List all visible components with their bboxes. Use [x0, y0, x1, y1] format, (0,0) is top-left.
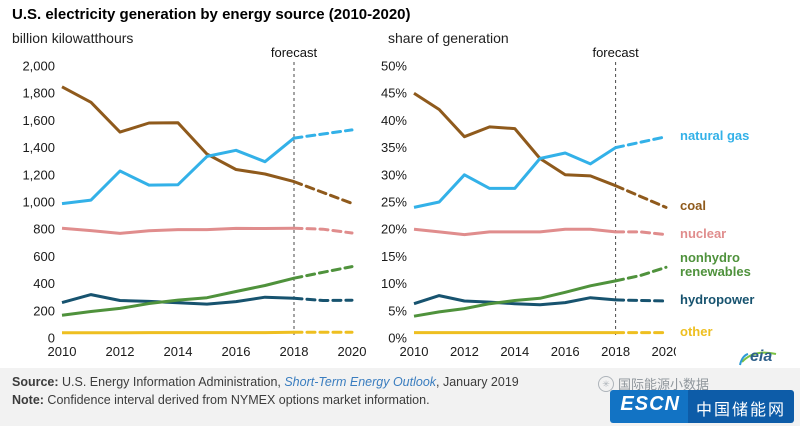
right-chart-subtitle: share of generation: [388, 30, 509, 46]
legend-coal: coal: [680, 198, 707, 213]
svg-text:forecast: forecast: [271, 45, 318, 60]
svg-text:40%: 40%: [381, 113, 407, 128]
svg-text:200: 200: [33, 303, 55, 318]
svg-text:2010: 2010: [400, 344, 429, 359]
footer: Source: U.S. Energy Information Administ…: [0, 368, 800, 426]
escn-logo: ESCN 中国储能网: [610, 390, 794, 423]
svg-text:2020: 2020: [652, 344, 676, 359]
svg-text:20%: 20%: [381, 222, 407, 237]
legend-other: other: [680, 324, 713, 339]
watermark-text: 国际能源小数据: [618, 377, 710, 392]
svg-text:2014: 2014: [500, 344, 529, 359]
source-text: U.S. Energy Information Administration,: [58, 375, 285, 389]
legend-nonhydro-renewables: nonhydro renewables: [680, 250, 751, 280]
generation-share-chart: 0% 5% 10% 15% 20% 25% 30% 35% 40% 45% 50% 2010 2012 2…: [381, 45, 676, 359]
legend-hydropower: hydropower: [680, 292, 755, 307]
watermark-seal-icon: ✳: [598, 375, 614, 392]
svg-text:25%: 25%: [381, 195, 407, 210]
svg-text:1,600: 1,600: [22, 113, 55, 128]
watermark: ✳ 国际能源小数据: [598, 374, 709, 393]
note-label: Note:: [12, 393, 44, 407]
eia-logo-text: eia: [750, 348, 773, 365]
svg-text:1,800: 1,800: [22, 86, 55, 101]
left-chart-subtitle: billion kilowatthours: [12, 30, 134, 46]
svg-text:15%: 15%: [381, 249, 407, 264]
svg-text:2012: 2012: [106, 344, 135, 359]
legend-nuclear: nuclear: [680, 226, 727, 241]
escn-logo-cn-text: 中国储能网: [687, 390, 794, 423]
svg-text:1,000: 1,000: [22, 195, 55, 210]
svg-text:2018: 2018: [601, 344, 630, 359]
note-line: Note: Confidence interval derived from N…: [12, 393, 430, 407]
svg-text:35%: 35%: [381, 140, 407, 155]
svg-text:2016: 2016: [222, 344, 251, 359]
svg-text:2014: 2014: [164, 344, 193, 359]
source-label: Source:: [12, 375, 59, 389]
eia-logo: eia: [736, 348, 792, 370]
svg-text:45%: 45%: [381, 86, 407, 101]
svg-text:0%: 0%: [388, 331, 407, 346]
svg-text:50%: 50%: [381, 59, 407, 74]
svg-text:400: 400: [33, 276, 55, 291]
note-text: Confidence interval derived from NYMEX o…: [43, 393, 430, 407]
eia-swoosh-icon: [739, 351, 777, 366]
svg-text:5%: 5%: [388, 303, 407, 318]
svg-text:0: 0: [48, 331, 55, 346]
svg-text:600: 600: [33, 249, 55, 264]
svg-text:2018: 2018: [280, 344, 309, 359]
svg-text:1,200: 1,200: [22, 167, 55, 182]
svg-text:2020: 2020: [338, 344, 367, 359]
svg-text:2016: 2016: [551, 344, 580, 359]
svg-text:forecast: forecast: [592, 45, 639, 60]
svg-text:1,400: 1,400: [22, 140, 55, 155]
generation-bkwh-chart: 0 200 400 600 800 1,000 1,200 1,400 1,600 1,800 2,…: [22, 45, 367, 359]
svg-text:2010: 2010: [48, 344, 77, 359]
svg-text:2012: 2012: [450, 344, 479, 359]
svg-text:30%: 30%: [381, 167, 407, 182]
source-report-link[interactable]: Short-Term Energy Outlook: [284, 375, 437, 389]
svg-text:800: 800: [33, 222, 55, 237]
legend-natural-gas: natural gas: [680, 128, 750, 143]
page-title: U.S. electricity generation by energy so…: [12, 6, 411, 23]
source-date: , January 2019: [436, 375, 519, 389]
svg-text:10%: 10%: [381, 276, 407, 291]
source-line: Source: U.S. Energy Information Administ…: [12, 375, 519, 389]
svg-text:2,000: 2,000: [22, 59, 55, 74]
escn-logo-text: ESCN: [610, 390, 688, 423]
